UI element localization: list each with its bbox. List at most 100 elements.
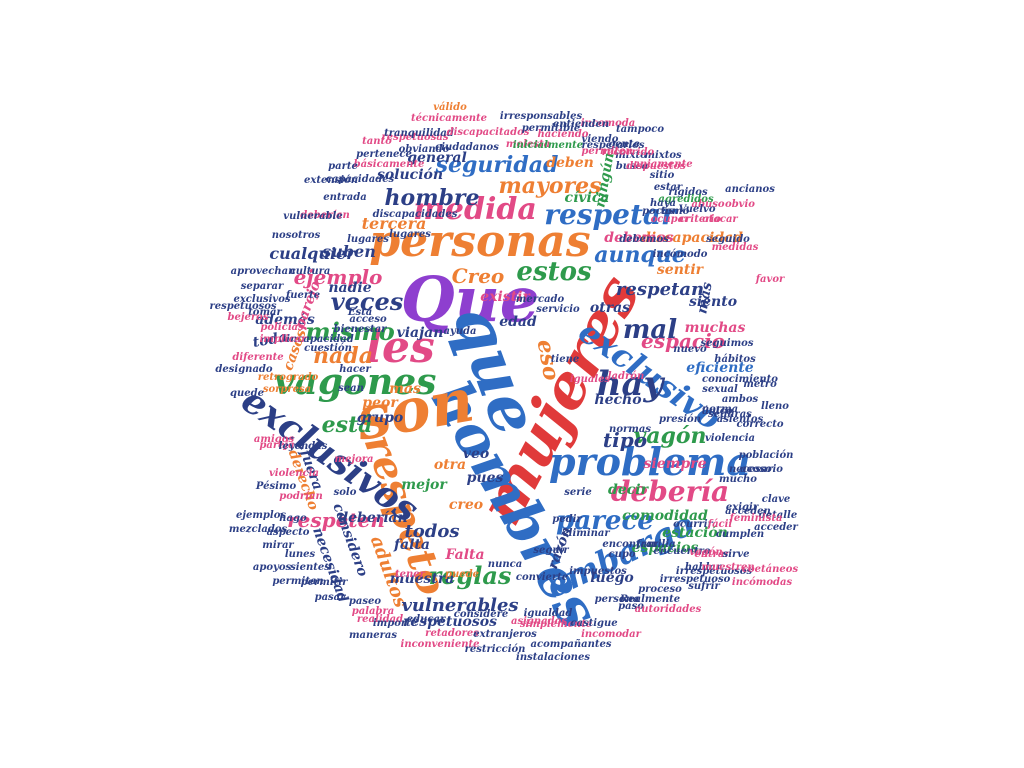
- word-264: Está: [347, 307, 373, 318]
- word-94: técnicamente: [411, 113, 487, 124]
- word-75: falta: [394, 537, 430, 553]
- word-24: mismo: [305, 317, 395, 346]
- word-205: coetáneos: [741, 564, 799, 575]
- word-216: sufrir: [688, 581, 720, 592]
- word-44: estación: [662, 525, 728, 541]
- word-95: irresponsables: [499, 111, 583, 122]
- word-195: retadores: [425, 628, 479, 639]
- word-253: mixtos: [644, 150, 682, 161]
- word-161: único: [701, 406, 733, 417]
- word-163: favor: [755, 274, 785, 285]
- word-54: discapacidad: [641, 230, 743, 246]
- word-12: debería: [610, 475, 730, 508]
- word-126: tomar: [248, 307, 282, 318]
- word-265: haya: [649, 198, 677, 209]
- word-202: autoridades: [634, 604, 702, 615]
- word-120: incapacidad: [286, 334, 354, 345]
- word-92: tranquilidad: [384, 128, 454, 139]
- word-37: vulnerables: [401, 595, 519, 616]
- word-8: vagones: [273, 361, 437, 403]
- word-32: espacio: [640, 329, 726, 353]
- word-185: incómodas: [731, 577, 793, 588]
- word-25: nada: [313, 343, 373, 369]
- word-127: cultura: [289, 266, 331, 277]
- word-241: violencia: [704, 433, 756, 444]
- word-76: Falta: [445, 547, 485, 563]
- word-67: existir: [480, 289, 530, 305]
- word-64: otras: [589, 300, 631, 316]
- word-71: veo: [462, 446, 490, 462]
- word-244: correcto: [736, 419, 784, 430]
- word-100: inicialmente: [512, 140, 584, 151]
- word-70: pues: [466, 470, 504, 486]
- word-166: tiene: [550, 354, 580, 365]
- word-131: bienestar: [333, 324, 387, 335]
- word-184: entrar: [694, 549, 730, 560]
- word-96: válido: [433, 102, 467, 113]
- word-16: medida: [413, 192, 537, 227]
- word-40: tercera: [361, 214, 427, 233]
- word-165: mercado: [515, 294, 565, 305]
- word-229: mezclados: [228, 524, 288, 535]
- word-39: cualquier: [269, 244, 355, 263]
- word-262: respetarlos: [581, 140, 645, 151]
- word-36: respetan: [615, 279, 705, 300]
- word-93: discapacitados: [446, 127, 530, 138]
- word-119: capacidades: [325, 174, 395, 185]
- word-97: viendo: [581, 134, 619, 145]
- word-240: asientos: [716, 414, 764, 425]
- word-56: deberían: [338, 510, 408, 526]
- word-159: metro: [743, 379, 777, 390]
- word-207: ocurrir: [673, 519, 713, 530]
- word-124: criterio: [679, 214, 721, 225]
- word-258: dispuestos: [626, 161, 686, 172]
- word-266: ocupar: [650, 214, 690, 225]
- word-7: les: [365, 322, 435, 373]
- word-98: incomoda: [580, 118, 636, 129]
- word-254: busca: [615, 161, 649, 172]
- word-256: gente: [608, 139, 640, 150]
- word-61: deben: [546, 155, 594, 171]
- word-1: Que: [400, 263, 540, 336]
- word-176: persona: [594, 594, 640, 605]
- word-154: quede: [230, 388, 264, 399]
- word-147: presión: [659, 414, 701, 425]
- word-63: siento: [688, 294, 738, 310]
- word-174: pareja: [259, 440, 295, 451]
- word-203: irrespetuoso: [659, 574, 731, 585]
- word-179: pasar: [314, 592, 346, 603]
- word-58: cívica: [564, 190, 610, 206]
- word-235: aspecto: [266, 527, 310, 538]
- word-140: acceso: [349, 314, 387, 325]
- word-46: decir: [608, 482, 648, 498]
- word-162: acceden: [725, 506, 771, 517]
- word-14: parece: [556, 506, 654, 536]
- word-194: simplemente: [519, 619, 593, 630]
- word-267: permiten: [581, 146, 633, 157]
- word-106: ciudadanos: [435, 142, 499, 153]
- word-79: mas: [389, 381, 421, 397]
- word-83: nadie: [328, 280, 372, 296]
- word-132: ayuda: [443, 326, 477, 337]
- word-21: aunque: [594, 242, 686, 268]
- word-28: vagón: [633, 423, 707, 449]
- word-72: otra: [433, 457, 467, 473]
- word-189: hablar: [684, 562, 722, 573]
- word-34: respeten: [287, 508, 385, 532]
- word-26: está: [321, 412, 373, 438]
- word-59: solución: [376, 167, 444, 183]
- word-115: discapacidades: [372, 209, 458, 220]
- word-91: irrespetuosos: [675, 566, 753, 577]
- word-141: conocimiento: [702, 374, 778, 385]
- word-180: convierte: [515, 572, 569, 583]
- word-215: población: [738, 450, 794, 461]
- word-247: separar: [240, 281, 284, 292]
- word-142: cuestión: [304, 343, 352, 354]
- word-113: abuso: [691, 199, 725, 210]
- word-198: castigue: [570, 618, 618, 629]
- word-234: mirar: [262, 540, 294, 551]
- word-248: pocas: [642, 206, 674, 217]
- word-156: puede: [445, 569, 479, 580]
- word-190: inconveniente: [400, 639, 480, 650]
- word-109: extensión: [304, 175, 358, 186]
